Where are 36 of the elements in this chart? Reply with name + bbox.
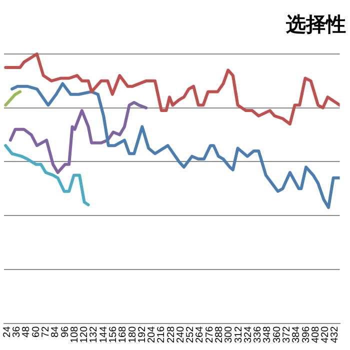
x-tick-label: 324 <box>242 326 254 344</box>
x-tick-label: 48 <box>21 326 32 338</box>
x-tick-label: 24 <box>2 326 13 338</box>
x-tick-label: 372 <box>281 326 292 344</box>
x-tick-label: 60 <box>30 326 42 338</box>
x-tick-label: 252 <box>185 326 196 344</box>
x-tick-label: 168 <box>118 326 129 344</box>
x-tick-label: 156 <box>108 326 119 344</box>
x-tick-label: 396 <box>300 326 312 344</box>
x-tick-label: 96 <box>60 326 71 338</box>
x-tick-label: 84 <box>50 326 62 338</box>
x-tick-label: 420 <box>320 326 332 344</box>
x-tick-label: 300 <box>224 326 235 344</box>
x-tick-label: 180 <box>127 326 138 344</box>
x-tick-label: 312 <box>233 326 244 344</box>
x-tick-label: 204 <box>146 326 158 344</box>
x-tick-label: 108 <box>69 326 80 344</box>
chart-title: 选择性 <box>285 12 346 36</box>
x-tick-label: 228 <box>166 326 177 344</box>
x-tick-label: 408 <box>310 326 322 344</box>
x-tick-label: 72 <box>40 326 52 338</box>
x-tick-label: 36 <box>12 326 23 338</box>
x-tick-label: 336 <box>252 326 264 344</box>
x-tick-label: 288 <box>214 326 226 344</box>
x-tick-label: 240 <box>175 326 186 344</box>
x-tick-label: 276 <box>204 326 216 344</box>
x-tick-label: 360 <box>272 326 283 344</box>
x-tick-label: 120 <box>79 326 90 344</box>
x-tick-label: 216 <box>156 326 168 344</box>
x-tick-label: 144 <box>98 326 110 344</box>
x-tick-label: 132 <box>88 326 100 344</box>
x-tick-label: 384 <box>291 326 302 344</box>
x-tick-label: 432 <box>330 326 341 344</box>
x-tick-label: 264 <box>194 326 206 344</box>
x-tick-label: 192 <box>136 326 148 344</box>
x-tick-label: 348 <box>262 326 274 344</box>
